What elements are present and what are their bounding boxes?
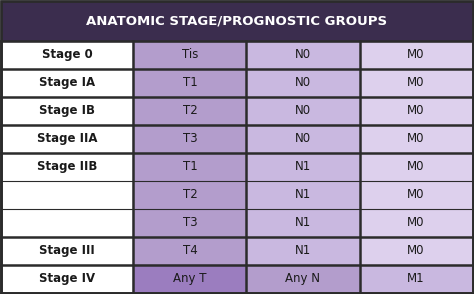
Bar — [246, 41, 359, 69]
Bar — [1, 209, 133, 237]
Text: M0: M0 — [407, 76, 425, 89]
Text: N0: N0 — [295, 48, 311, 61]
Text: Any T: Any T — [173, 272, 207, 285]
Bar — [246, 97, 359, 125]
Text: M0: M0 — [407, 160, 425, 173]
Bar — [246, 265, 359, 293]
Bar — [1, 237, 133, 265]
Bar — [246, 237, 359, 265]
Bar — [1, 41, 133, 69]
Bar — [133, 153, 246, 181]
Bar — [246, 153, 359, 181]
Bar — [246, 209, 359, 237]
Text: M1: M1 — [407, 272, 425, 285]
Bar — [1, 125, 133, 153]
Text: T4: T4 — [182, 244, 197, 257]
Bar — [359, 265, 473, 293]
Text: N1: N1 — [295, 188, 311, 201]
Bar — [133, 181, 246, 209]
Bar — [133, 97, 246, 125]
Text: T2: T2 — [182, 104, 197, 117]
Bar — [359, 41, 473, 69]
Bar — [1, 97, 133, 125]
Text: M0: M0 — [407, 216, 425, 229]
Text: Stage IIA: Stage IIA — [37, 132, 98, 145]
Text: N1: N1 — [295, 160, 311, 173]
Text: Stage IIB: Stage IIB — [37, 160, 98, 173]
Bar — [359, 209, 473, 237]
Bar — [133, 69, 246, 97]
Text: N1: N1 — [295, 244, 311, 257]
Text: N0: N0 — [295, 104, 311, 117]
Text: N0: N0 — [295, 132, 311, 145]
Text: T2: T2 — [182, 188, 197, 201]
Text: Stage IA: Stage IA — [39, 76, 95, 89]
Text: T1: T1 — [182, 160, 197, 173]
Text: M0: M0 — [407, 104, 425, 117]
Text: ANATOMIC STAGE/PROGNOSTIC GROUPS: ANATOMIC STAGE/PROGNOSTIC GROUPS — [86, 14, 388, 28]
Text: M0: M0 — [407, 188, 425, 201]
Text: M0: M0 — [407, 244, 425, 257]
Bar — [1, 69, 133, 97]
Text: Stage IV: Stage IV — [39, 272, 95, 285]
Bar — [133, 41, 246, 69]
Bar — [359, 125, 473, 153]
Text: N0: N0 — [295, 76, 311, 89]
Text: T3: T3 — [182, 216, 197, 229]
Text: N1: N1 — [295, 216, 311, 229]
Bar — [246, 181, 359, 209]
Bar — [133, 265, 246, 293]
Bar — [133, 237, 246, 265]
Text: T1: T1 — [182, 76, 197, 89]
Bar — [1, 153, 133, 181]
Bar — [359, 69, 473, 97]
Text: Stage IB: Stage IB — [39, 104, 95, 117]
Bar — [359, 237, 473, 265]
Text: M0: M0 — [407, 48, 425, 61]
Bar — [133, 125, 246, 153]
Text: Tis: Tis — [182, 48, 198, 61]
Text: Stage 0: Stage 0 — [42, 48, 93, 61]
Bar — [246, 125, 359, 153]
Bar — [246, 69, 359, 97]
Bar — [1, 265, 133, 293]
Bar — [1, 1, 473, 41]
Text: Any N: Any N — [285, 272, 320, 285]
Text: T3: T3 — [182, 132, 197, 145]
Bar — [359, 97, 473, 125]
Bar — [359, 181, 473, 209]
Bar — [133, 209, 246, 237]
Bar — [1, 181, 133, 209]
Text: M0: M0 — [407, 132, 425, 145]
Bar — [359, 153, 473, 181]
Text: Stage III: Stage III — [39, 244, 95, 257]
